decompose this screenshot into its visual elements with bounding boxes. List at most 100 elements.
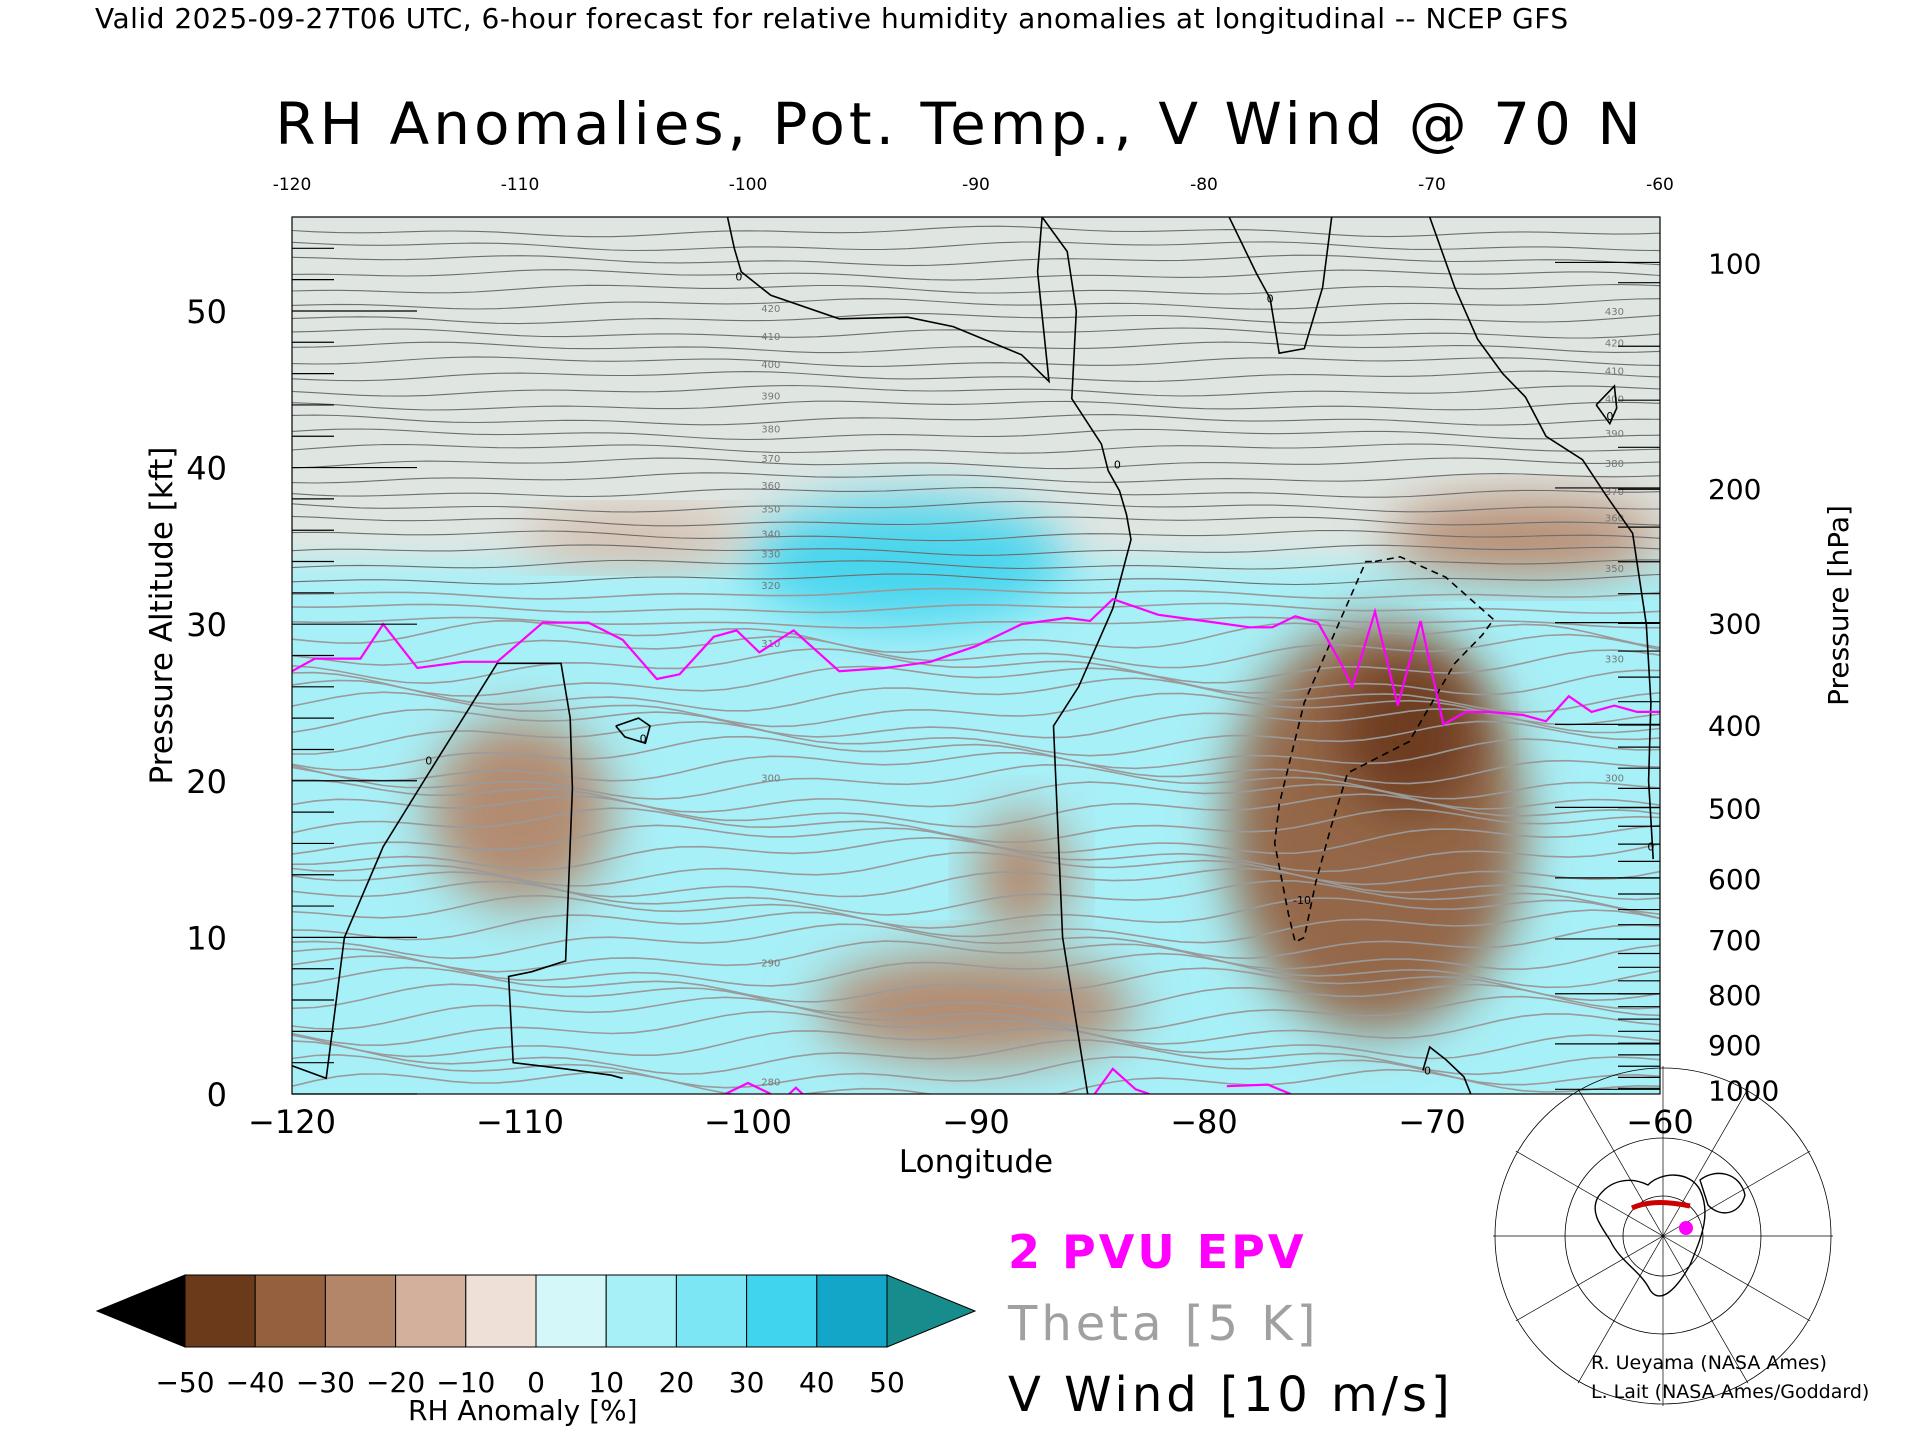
colorbar-tick-label: −50 bbox=[155, 1366, 214, 1399]
theta-line bbox=[292, 254, 1660, 267]
theta-line bbox=[292, 995, 1660, 1032]
rh-region-shape bbox=[976, 812, 1068, 938]
theta-line bbox=[292, 665, 1660, 697]
colorbar-cell bbox=[324, 1274, 397, 1348]
legend-v-wind: V Wind [10 m/s] bbox=[1008, 1367, 1454, 1423]
v-wind-contour-label: 0 bbox=[1267, 292, 1274, 305]
v-wind-contour-solid bbox=[615, 717, 651, 745]
theta-line bbox=[292, 486, 1660, 498]
theta-line bbox=[292, 573, 1660, 586]
colorbar-cell bbox=[184, 1274, 256, 1348]
colorbar-tick-label: 40 bbox=[799, 1366, 835, 1399]
theta-line bbox=[292, 940, 1660, 973]
theta-line bbox=[292, 923, 1660, 960]
y2-axis-label: Pressure [hPa] bbox=[1822, 505, 1855, 706]
x-axis-label: Longitude bbox=[899, 1144, 1053, 1180]
theta-line bbox=[292, 241, 1660, 252]
theta-label-right: 330 bbox=[1605, 655, 1624, 666]
theta-label: 380 bbox=[761, 424, 780, 435]
epv-surface-segment bbox=[1226, 1083, 1292, 1094]
theta-label: 340 bbox=[761, 529, 780, 540]
top-tick-label: -80 bbox=[1190, 175, 1218, 195]
chart-title: RH Anomalies, Pot. Temp., V Wind @ 70 N bbox=[275, 90, 1645, 158]
theta-line bbox=[292, 867, 1660, 901]
map-meridian bbox=[1577, 1235, 1664, 1384]
v-wind-contour-label: 0 bbox=[1114, 458, 1121, 471]
theta-label: 320 bbox=[761, 581, 780, 592]
v-wind-contour-solid bbox=[1422, 1045, 1472, 1094]
v-wind-contour-label: 0 bbox=[735, 271, 742, 284]
theta-line bbox=[292, 1039, 1660, 1076]
rh-region-dry bbox=[1386, 498, 1660, 578]
pressure-tick-label: 900 bbox=[1708, 1029, 1761, 1062]
theta-label: 390 bbox=[761, 392, 780, 403]
top-tick-label: -70 bbox=[1418, 175, 1446, 195]
colorbar-cell bbox=[605, 1274, 677, 1348]
colorbar-high-arrow bbox=[886, 1274, 977, 1348]
map-meridian bbox=[1662, 1088, 1749, 1237]
theta-line bbox=[292, 966, 1660, 1003]
v-wind-contour-label: 0 bbox=[640, 733, 647, 746]
pressure-tick-label: 100 bbox=[1708, 247, 1761, 280]
theta-line bbox=[292, 384, 1660, 397]
colorbar-cell bbox=[675, 1274, 748, 1348]
pressure-tick-label: 700 bbox=[1708, 924, 1761, 957]
theta-label: 350 bbox=[761, 504, 780, 515]
theta-label-right: 370 bbox=[1605, 487, 1624, 498]
theta-label-right: 380 bbox=[1605, 459, 1624, 470]
chart-axes: −120-120−110-110−100-100−90-90−80-80−70-… bbox=[144, 175, 1855, 1180]
theta-label-right: 430 bbox=[1605, 307, 1624, 318]
theta-label: 410 bbox=[761, 332, 780, 343]
colorbar-tick-label: 10 bbox=[588, 1366, 624, 1399]
theta-line bbox=[292, 735, 1660, 771]
v-wind-contour-solid bbox=[1041, 217, 1132, 1094]
theta-line bbox=[292, 1010, 1660, 1047]
v-wind-contour-dashed bbox=[1273, 555, 1495, 944]
colorbar-cell bbox=[254, 1274, 326, 1348]
v-wind-contour-solid bbox=[1228, 217, 1333, 355]
y-tick-label: 30 bbox=[186, 606, 227, 644]
rh-region-shape bbox=[1340, 655, 1478, 813]
theta-line bbox=[292, 370, 1660, 382]
colorbar-tick-label: 0 bbox=[527, 1366, 545, 1399]
theta-label-right: 410 bbox=[1605, 366, 1624, 377]
colorbar-tick-label: −20 bbox=[366, 1366, 425, 1399]
map-meridian bbox=[1515, 1235, 1664, 1322]
x-tick-label: −120 bbox=[248, 1103, 336, 1141]
theta-line bbox=[292, 677, 1660, 714]
epv-2pvu-line bbox=[292, 597, 1660, 1094]
theta-line bbox=[292, 909, 1660, 944]
pressure-tick-label: 300 bbox=[1708, 608, 1761, 641]
rh-region-shape bbox=[1386, 498, 1660, 578]
y-tick-label: 50 bbox=[186, 293, 227, 331]
theta-label: 330 bbox=[761, 550, 780, 561]
map-meridian bbox=[1515, 1150, 1664, 1237]
theta-line bbox=[292, 515, 1660, 527]
colorbar-tick-label: −40 bbox=[226, 1366, 285, 1399]
top-tick-label: -120 bbox=[273, 175, 312, 195]
theta-line bbox=[292, 400, 1660, 411]
theta-line bbox=[292, 414, 1660, 426]
v-wind-contour-label: 0 bbox=[425, 754, 432, 767]
pressure-tick-label: 600 bbox=[1708, 863, 1761, 896]
map-coastline-north-america bbox=[1594, 1174, 1706, 1297]
theta-line bbox=[292, 428, 1660, 441]
theta-contours: 2802903003103203303403503603703803904004… bbox=[292, 225, 1660, 1094]
credit-line-2: L. Lait (NASA Ames/Goddard) bbox=[1591, 1381, 1870, 1403]
theta-label-right: 360 bbox=[1605, 514, 1624, 525]
theta-line bbox=[292, 298, 1660, 310]
theta-label: 420 bbox=[761, 304, 780, 315]
colorbar-tick-label: −30 bbox=[296, 1366, 355, 1399]
rh-region-moist bbox=[748, 498, 1068, 625]
pressure-tick-label: 1000 bbox=[1708, 1074, 1779, 1107]
theta-line bbox=[292, 443, 1660, 454]
theta-line bbox=[292, 779, 1660, 813]
y-axis-label: Pressure Altitude [kft] bbox=[144, 447, 180, 785]
legend-epv: 2 PVU EPV bbox=[1008, 1225, 1307, 1279]
theta-line bbox=[292, 312, 1660, 325]
theta-line bbox=[292, 983, 1660, 1014]
theta-label: 300 bbox=[761, 774, 780, 785]
rh-anomaly-field bbox=[292, 217, 1660, 1094]
v-wind-contour-solid bbox=[1428, 217, 1654, 860]
rh-region-shape bbox=[816, 953, 1136, 1063]
